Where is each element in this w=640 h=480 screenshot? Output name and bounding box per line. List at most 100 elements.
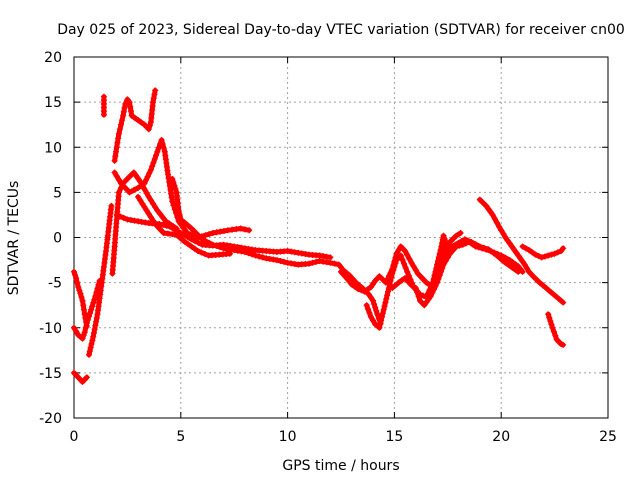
data-point (498, 227, 505, 234)
data-point (137, 197, 144, 204)
data-point (476, 196, 483, 203)
data-point (157, 211, 164, 218)
data-point (349, 276, 356, 283)
data-point (113, 173, 120, 180)
data-point (249, 251, 255, 258)
data-point (126, 189, 133, 196)
data-point (478, 245, 485, 252)
data-point (108, 202, 115, 209)
data-point (295, 249, 302, 256)
data-point (184, 222, 191, 229)
data-point (316, 252, 323, 259)
data-point (408, 259, 415, 266)
data-point (117, 213, 124, 220)
data-point (84, 316, 91, 323)
data-point (206, 239, 213, 246)
data-point (391, 263, 398, 270)
data-point (504, 237, 511, 244)
data-point (100, 111, 107, 118)
data-point (117, 180, 124, 187)
data-point (545, 311, 552, 318)
data-point (361, 288, 368, 295)
data-point (298, 250, 305, 257)
data-point (74, 279, 81, 286)
data-point (551, 250, 558, 257)
data-point (182, 239, 189, 246)
data-point (76, 287, 83, 294)
data-point (111, 169, 118, 176)
data-point (209, 241, 216, 248)
data-point (434, 261, 441, 268)
data-point (75, 284, 82, 291)
data-point (130, 187, 137, 194)
data-point (213, 229, 220, 236)
data-point (83, 320, 90, 327)
data-point (348, 281, 355, 288)
data-point (372, 321, 379, 328)
data-point (90, 330, 97, 337)
data-point (71, 324, 77, 331)
data-point (89, 303, 96, 310)
data-point (549, 290, 556, 297)
data-point (532, 251, 539, 258)
data-point (127, 217, 134, 224)
data-point (154, 207, 161, 214)
data-point (146, 122, 153, 129)
data-point (550, 328, 557, 335)
data-point (141, 204, 148, 211)
data-point (277, 257, 284, 264)
data-point (388, 274, 395, 281)
data-point (384, 288, 391, 295)
data-point (113, 144, 120, 151)
data-point (387, 277, 394, 284)
data-point (434, 257, 441, 264)
data-point (433, 265, 440, 272)
x-tick-label: 25 (599, 429, 617, 445)
data-point (440, 232, 447, 239)
data-point (198, 249, 205, 256)
data-point (149, 163, 156, 170)
y-tick-label: 5 (53, 185, 62, 201)
data-point (376, 324, 383, 331)
data-point (75, 331, 82, 338)
y-tick-label: 10 (44, 140, 62, 156)
data-point (543, 285, 550, 292)
data-point (414, 289, 421, 296)
data-point (414, 270, 421, 277)
data-point (155, 223, 162, 230)
data-point (120, 183, 127, 190)
data-point (202, 238, 209, 245)
data-point (216, 244, 223, 251)
data-point (213, 242, 220, 249)
grid (74, 57, 608, 418)
x-tick-label: 15 (385, 429, 403, 445)
data-point (508, 243, 515, 250)
data-point (560, 245, 567, 252)
data-point (150, 95, 157, 102)
data-point (560, 341, 567, 348)
series-trace (389, 239, 526, 308)
data-point (401, 260, 408, 267)
data-point (434, 279, 441, 286)
data-point (402, 264, 409, 271)
data-point (415, 293, 422, 300)
data-point (120, 108, 127, 115)
data-point (351, 283, 358, 290)
data-point (93, 314, 100, 321)
data-point (80, 302, 87, 309)
data-point (374, 311, 381, 318)
data-point (91, 296, 98, 303)
data-point (367, 284, 374, 291)
data-point (191, 228, 198, 235)
data-point (410, 263, 417, 270)
data-point (176, 211, 183, 218)
data-point (85, 351, 92, 358)
data-point (81, 311, 88, 318)
data-point (91, 326, 98, 333)
data-point (159, 140, 166, 147)
data-point (496, 223, 503, 230)
data-point (241, 248, 248, 255)
data-point (462, 240, 469, 247)
data-point (442, 239, 449, 246)
data-point (154, 148, 161, 155)
